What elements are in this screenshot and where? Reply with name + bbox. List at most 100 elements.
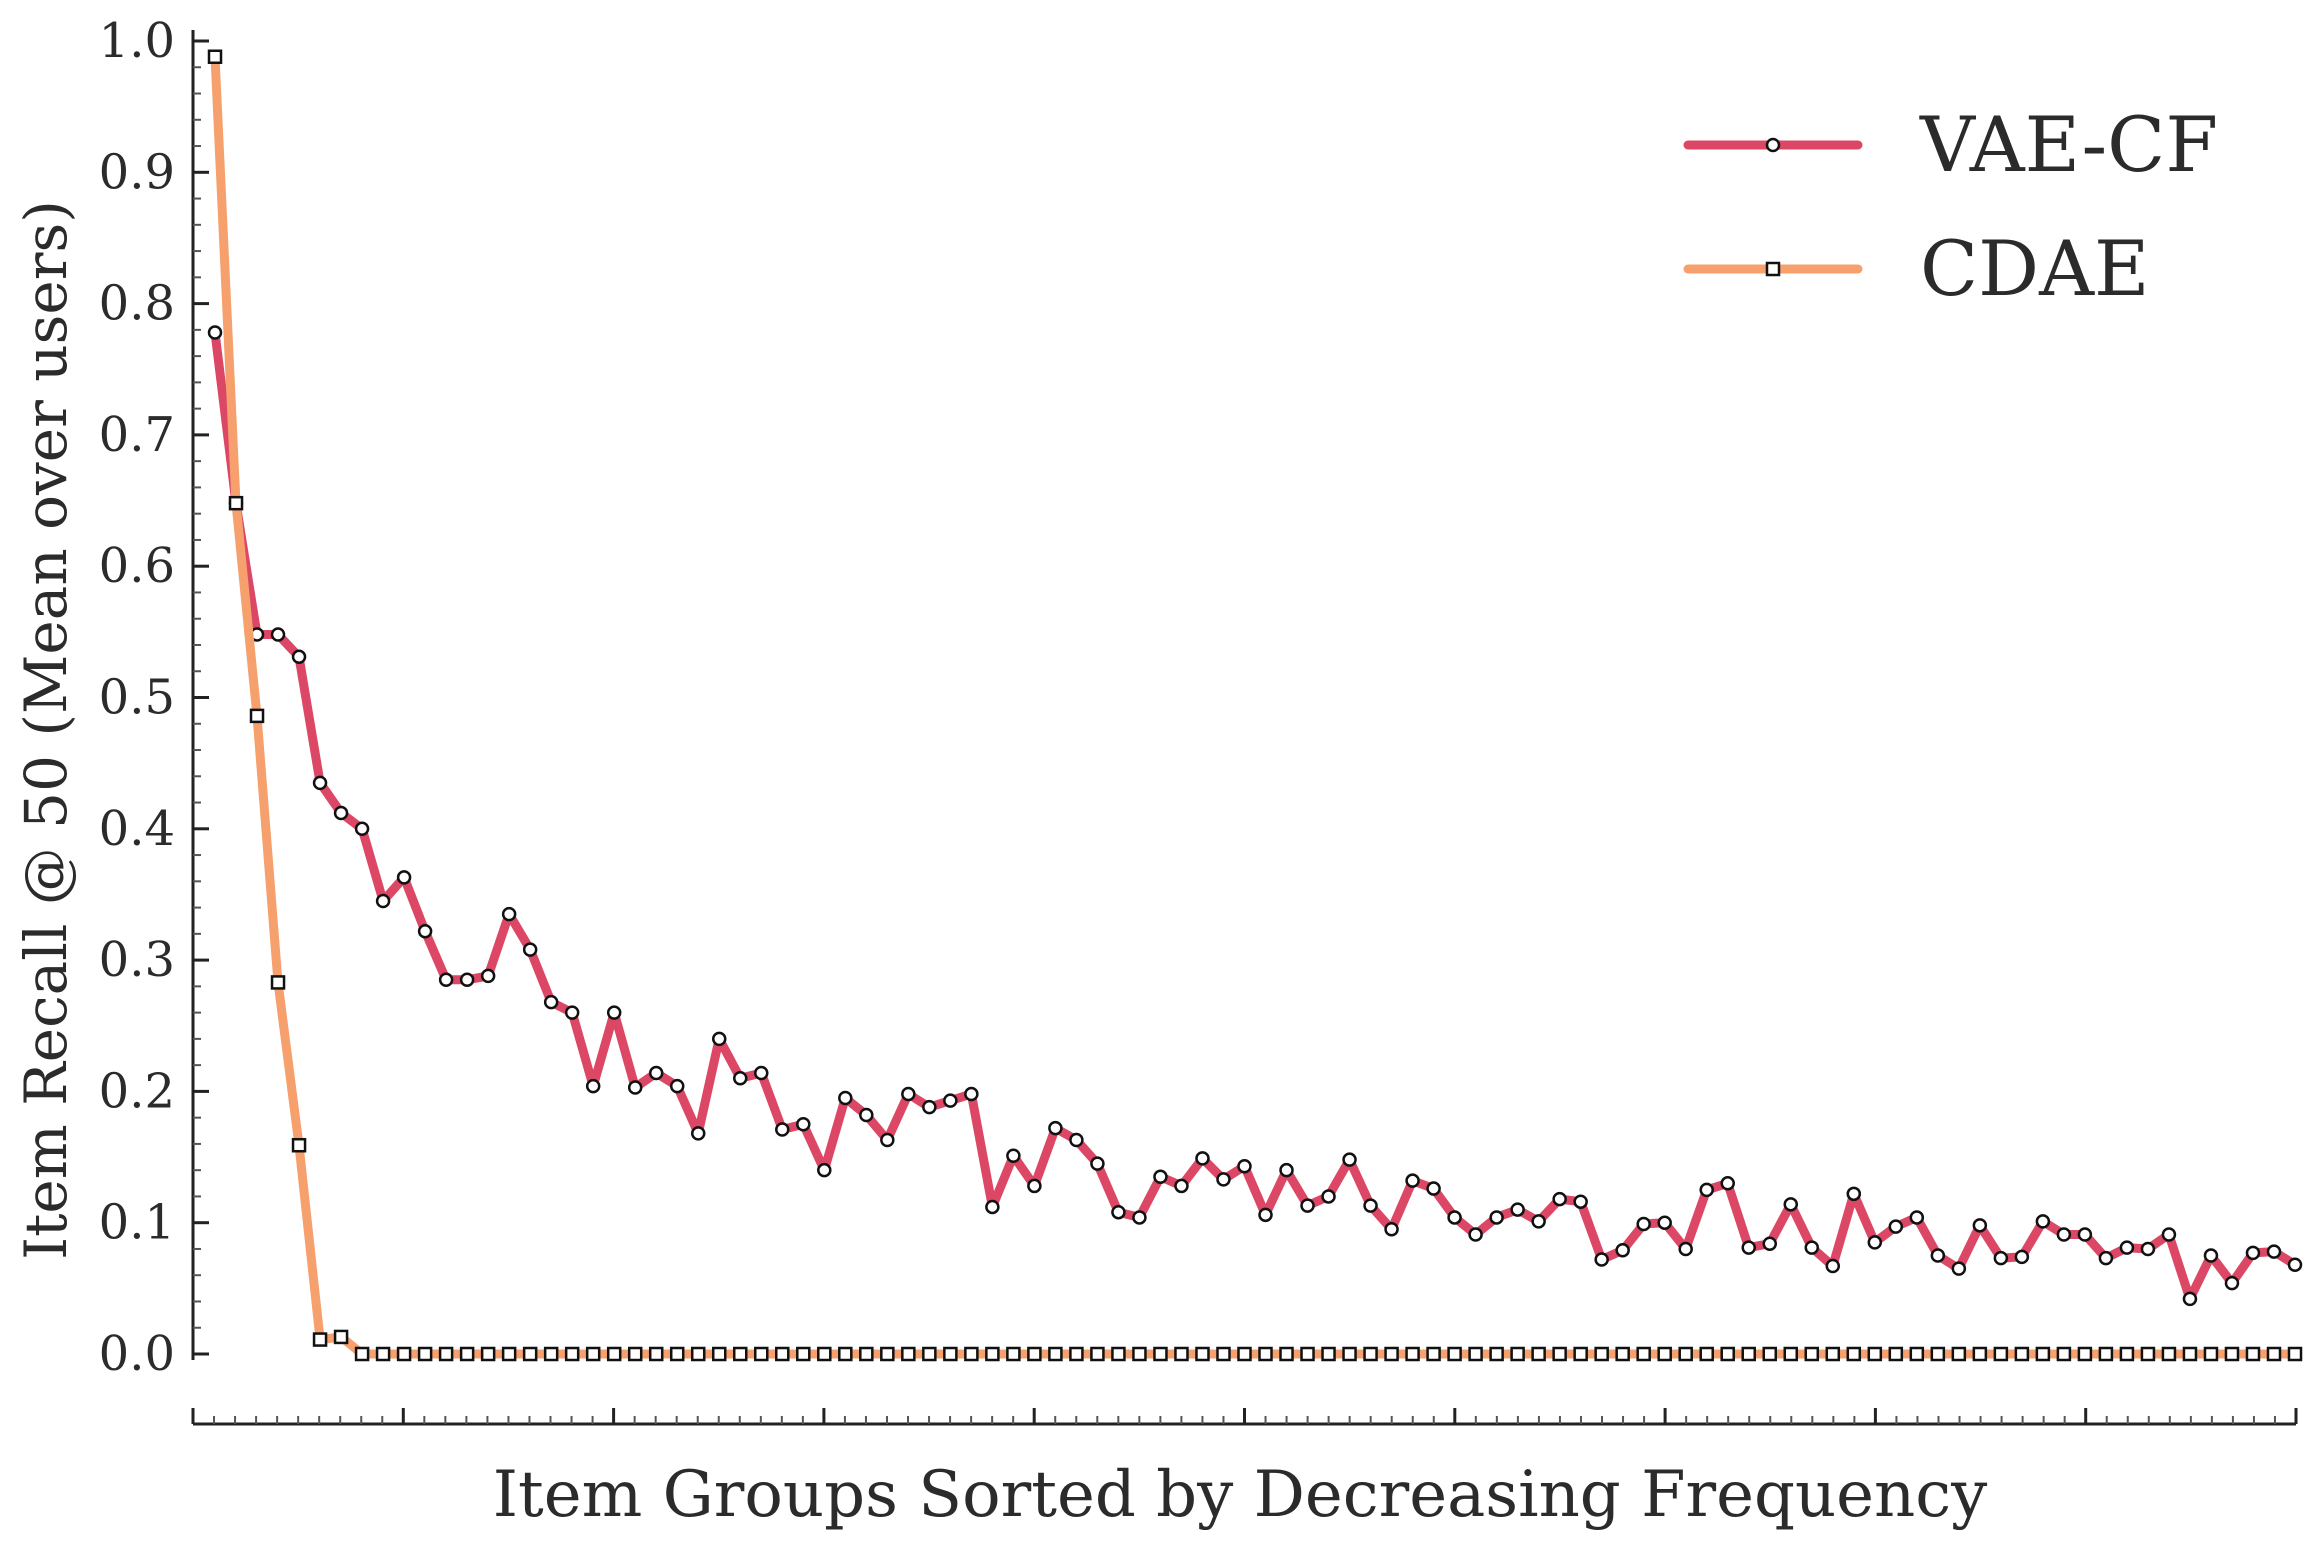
data-point bbox=[1531, 1346, 1546, 1362]
data-point bbox=[1594, 1346, 1609, 1362]
legend-marker bbox=[1765, 261, 1781, 277]
data-point bbox=[1909, 1346, 1925, 1362]
data-point bbox=[1930, 1248, 1946, 1263]
data-point bbox=[1405, 1173, 1420, 1188]
data-point bbox=[1426, 1346, 1441, 1362]
y-axis-ticks: 0.0 0.1 0.2 0.3 0.4 0.5 0.6 0.7 0.8 0.9 1.0 bbox=[99, 13, 209, 1382]
y-tick-label: 0.3 bbox=[99, 932, 175, 988]
data-point bbox=[775, 1346, 790, 1362]
data-point bbox=[1468, 1227, 1483, 1242]
data-point bbox=[1699, 1182, 1714, 1198]
y-tick-label: 0.7 bbox=[99, 407, 175, 463]
data-point bbox=[1783, 1197, 1799, 1212]
data-point bbox=[2035, 1214, 2051, 1229]
data-point bbox=[1972, 1218, 1988, 1233]
data-point bbox=[564, 1005, 580, 1020]
data-point bbox=[1804, 1240, 1820, 1255]
data-point bbox=[1573, 1194, 1588, 1209]
data-point bbox=[1678, 1241, 1693, 1257]
data-point bbox=[2161, 1346, 2177, 1362]
legend-label: CDAE bbox=[1920, 224, 2149, 313]
data-point bbox=[922, 1099, 937, 1115]
legend-entry-cdae: CDAE bbox=[1683, 224, 2149, 313]
data-point bbox=[1153, 1346, 1168, 1362]
series-vae-cf bbox=[207, 325, 2303, 1307]
data-point bbox=[754, 1065, 769, 1081]
data-point bbox=[1972, 1346, 1988, 1362]
data-point bbox=[1447, 1210, 1462, 1225]
data-point bbox=[1804, 1346, 1820, 1362]
data-point bbox=[1783, 1346, 1799, 1362]
data-point bbox=[333, 1329, 349, 1345]
data-point bbox=[2119, 1346, 2135, 1362]
data-point bbox=[2224, 1346, 2240, 1362]
data-point bbox=[1090, 1156, 1105, 1171]
data-point bbox=[1489, 1210, 1504, 1225]
data-point bbox=[270, 975, 286, 990]
data-point bbox=[838, 1090, 853, 1106]
y-tick-label: 0.0 bbox=[99, 1326, 175, 1382]
legend-entry-vae-cf: VAE-CF bbox=[1683, 100, 2218, 189]
data-point bbox=[1174, 1346, 1189, 1362]
data-point bbox=[606, 1346, 622, 1362]
data-point bbox=[1531, 1214, 1546, 1229]
data-point bbox=[1405, 1346, 1420, 1362]
y-axis-label: Item Recall @ 50 (Mean over users) bbox=[12, 200, 80, 1260]
data-point bbox=[2203, 1248, 2219, 1263]
data-point bbox=[1111, 1346, 1126, 1362]
legend-label: VAE-CF bbox=[1919, 100, 2218, 189]
data-point bbox=[1321, 1189, 1336, 1204]
data-point bbox=[2098, 1250, 2114, 1266]
data-point bbox=[1741, 1240, 1756, 1255]
data-point bbox=[2014, 1346, 2030, 1362]
data-point bbox=[1111, 1204, 1126, 1220]
data-point bbox=[1510, 1346, 1525, 1362]
data-point bbox=[2098, 1346, 2114, 1362]
data-point bbox=[754, 1346, 769, 1362]
data-point bbox=[1720, 1346, 1735, 1362]
series-line bbox=[210, 328, 2300, 1304]
data-point bbox=[1825, 1258, 1841, 1274]
data-point bbox=[2035, 1346, 2051, 1362]
data-point bbox=[1552, 1191, 1567, 1207]
data-point bbox=[880, 1132, 895, 1148]
y-tick-label: 0.5 bbox=[99, 670, 175, 726]
data-point bbox=[1048, 1120, 1063, 1136]
data-point bbox=[690, 1126, 706, 1141]
y-tick-label: 0.2 bbox=[99, 1063, 175, 1119]
data-point bbox=[775, 1122, 790, 1137]
data-point bbox=[2077, 1227, 2093, 1242]
data-point bbox=[1573, 1346, 1588, 1362]
data-point bbox=[312, 775, 328, 791]
data-point bbox=[1195, 1151, 1210, 1166]
data-point bbox=[943, 1093, 958, 1108]
data-point bbox=[1132, 1210, 1147, 1225]
data-point bbox=[796, 1116, 811, 1132]
data-point bbox=[985, 1346, 1000, 1362]
data-point bbox=[1384, 1222, 1399, 1237]
data-point bbox=[1132, 1346, 1147, 1362]
data-point bbox=[2266, 1346, 2282, 1362]
data-point bbox=[1069, 1132, 1084, 1148]
data-point bbox=[2245, 1245, 2261, 1261]
data-point bbox=[2245, 1346, 2261, 1362]
x-axis-ticks bbox=[191, 1408, 2298, 1424]
data-point bbox=[733, 1346, 748, 1362]
data-point bbox=[985, 1199, 1000, 1215]
data-point bbox=[1090, 1346, 1105, 1362]
data-point bbox=[375, 893, 391, 909]
data-point bbox=[1300, 1198, 1315, 1213]
data-point bbox=[1657, 1346, 1672, 1362]
data-point bbox=[312, 1332, 328, 1347]
data-point bbox=[1510, 1202, 1525, 1217]
data-point bbox=[1993, 1250, 2009, 1266]
data-point bbox=[585, 1078, 601, 1094]
data-point bbox=[1657, 1215, 1672, 1230]
data-point bbox=[1720, 1176, 1735, 1191]
data-point bbox=[1195, 1346, 1210, 1362]
data-point bbox=[1363, 1346, 1378, 1362]
data-point bbox=[627, 1080, 643, 1095]
data-point bbox=[1741, 1346, 1756, 1362]
data-point bbox=[1048, 1346, 1063, 1362]
